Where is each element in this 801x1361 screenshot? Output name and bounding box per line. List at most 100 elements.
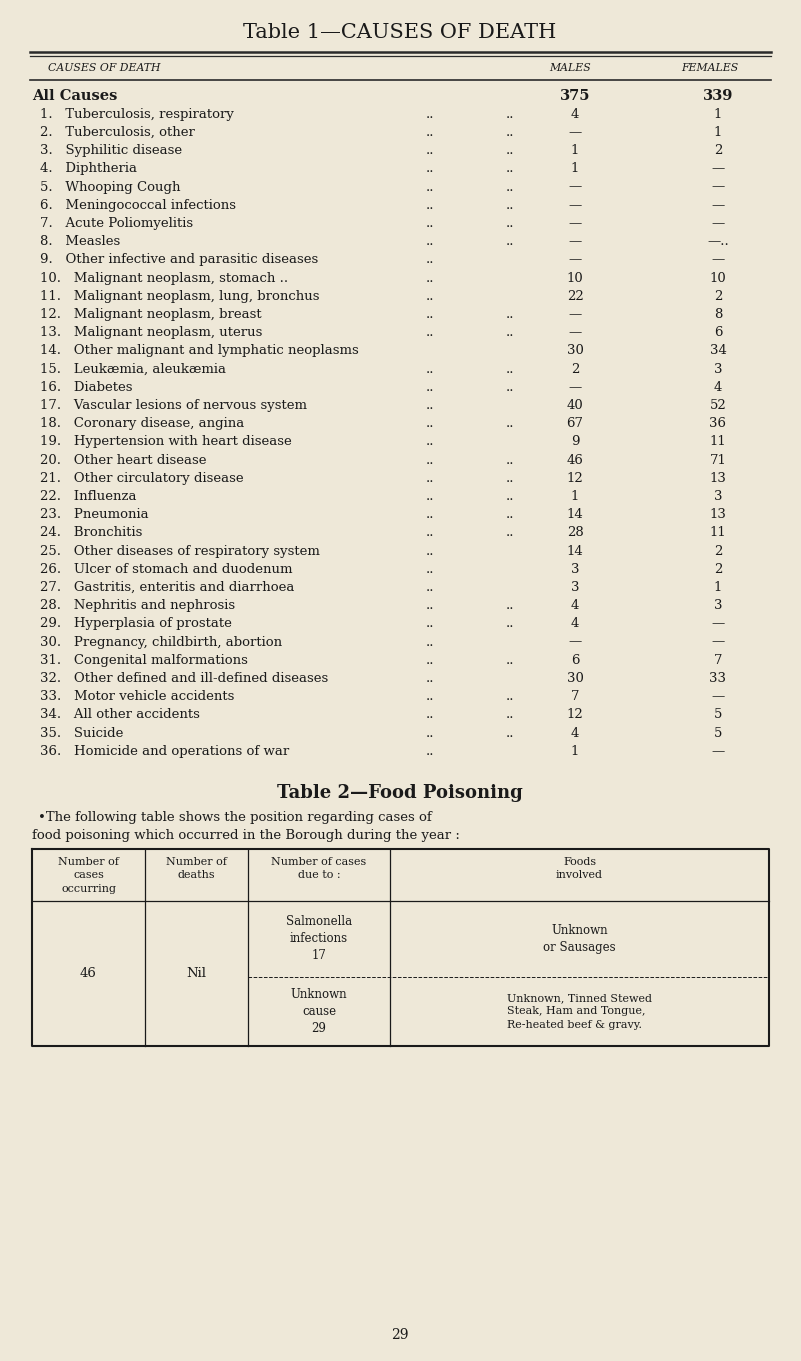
Text: 46: 46 <box>566 453 583 467</box>
Text: ..: .. <box>426 544 434 558</box>
Text: Table 2—Food Poisoning: Table 2—Food Poisoning <box>277 784 523 802</box>
Text: ..: .. <box>426 181 434 193</box>
Text: 30: 30 <box>566 344 583 358</box>
Text: 34: 34 <box>710 344 727 358</box>
Text: 9.   Other infective and parasitic diseases: 9. Other infective and parasitic disease… <box>40 253 318 267</box>
Text: 19.   Hypertension with heart disease: 19. Hypertension with heart disease <box>40 436 292 448</box>
Text: 40: 40 <box>566 399 583 412</box>
Text: 1: 1 <box>571 744 579 758</box>
Text: ..: .. <box>505 108 514 121</box>
Text: 8: 8 <box>714 308 723 321</box>
Text: 11: 11 <box>710 436 727 448</box>
Text: 375: 375 <box>560 88 590 103</box>
Text: ..: .. <box>505 199 514 212</box>
Text: ..: .. <box>426 636 434 648</box>
Text: Unknown
cause
29: Unknown cause 29 <box>291 988 348 1034</box>
Text: 23.   Pneumonia: 23. Pneumonia <box>40 508 149 521</box>
Text: 1: 1 <box>571 490 579 504</box>
Text: ..: .. <box>505 416 514 430</box>
Text: ..: .. <box>426 581 434 593</box>
Text: Unknown
or Sausages: Unknown or Sausages <box>543 924 616 954</box>
Text: —: — <box>711 181 725 193</box>
Text: Number of cases
due to :: Number of cases due to : <box>272 857 367 881</box>
Text: ..: .. <box>426 708 434 721</box>
Text: ..: .. <box>505 308 514 321</box>
Text: —: — <box>569 127 582 139</box>
Text: ..: .. <box>426 327 434 339</box>
Text: 11: 11 <box>710 527 727 539</box>
Text: 36.   Homicide and operations of war: 36. Homicide and operations of war <box>40 744 289 758</box>
Text: 3: 3 <box>714 599 723 612</box>
Text: 10: 10 <box>566 271 583 284</box>
Text: Nil: Nil <box>187 968 207 980</box>
Text: —: — <box>569 381 582 393</box>
Text: 11.   Malignant neoplasm, lung, bronchus: 11. Malignant neoplasm, lung, bronchus <box>40 290 320 302</box>
Text: ..: .. <box>505 727 514 739</box>
Text: ..: .. <box>426 672 434 685</box>
Text: 12: 12 <box>566 708 583 721</box>
Text: 1.   Tuberculosis, respiratory: 1. Tuberculosis, respiratory <box>40 108 234 121</box>
Text: 30.   Pregnancy, childbirth, abortion: 30. Pregnancy, childbirth, abortion <box>40 636 282 648</box>
Text: 4: 4 <box>571 599 579 612</box>
Text: •The following table shows the position regarding cases of: •The following table shows the position … <box>38 811 432 823</box>
Text: 22: 22 <box>566 290 583 302</box>
Text: 12.   Malignant neoplasm, breast: 12. Malignant neoplasm, breast <box>40 308 262 321</box>
Text: 4: 4 <box>571 727 579 739</box>
Text: ..: .. <box>505 527 514 539</box>
Text: Table 1—CAUSES OF DEATH: Table 1—CAUSES OF DEATH <box>244 23 557 41</box>
Text: ..: .. <box>426 162 434 176</box>
Text: —: — <box>711 744 725 758</box>
Text: 26.   Ulcer of stomach and duodenum: 26. Ulcer of stomach and duodenum <box>40 562 292 576</box>
Text: 2: 2 <box>714 544 723 558</box>
Text: ..: .. <box>505 453 514 467</box>
Text: ..: .. <box>505 162 514 176</box>
Text: 36: 36 <box>710 416 727 430</box>
Text: —: — <box>569 235 582 248</box>
Text: 31.   Congenital malformations: 31. Congenital malformations <box>40 653 248 667</box>
Text: 7.   Acute Poliomyelitis: 7. Acute Poliomyelitis <box>40 216 193 230</box>
Text: —: — <box>569 308 582 321</box>
Text: 33.   Motor vehicle accidents: 33. Motor vehicle accidents <box>40 690 235 704</box>
Text: 32.   Other defined and ill-defined diseases: 32. Other defined and ill-defined diseas… <box>40 672 328 685</box>
Text: ..: .. <box>505 327 514 339</box>
Text: 14.   Other malignant and lymphatic neoplasms: 14. Other malignant and lymphatic neopla… <box>40 344 359 358</box>
Text: 29.   Hyperplasia of prostate: 29. Hyperplasia of prostate <box>40 618 231 630</box>
Text: 22.   Influenza: 22. Influenza <box>40 490 136 504</box>
Text: 2: 2 <box>571 362 579 376</box>
Text: Unknown, Tinned Stewed
Steak, Ham and Tongue,
Re-heated beef & gravy.: Unknown, Tinned Stewed Steak, Ham and To… <box>507 994 652 1030</box>
Text: 3.   Syphilitic disease: 3. Syphilitic disease <box>40 144 182 157</box>
Text: 15.   Leukæmia, aleukæmia: 15. Leukæmia, aleukæmia <box>40 362 226 376</box>
Text: —: — <box>569 327 582 339</box>
Text: 29: 29 <box>391 1328 409 1342</box>
Text: food poisoning which occurred in the Borough during the year :: food poisoning which occurred in the Bor… <box>32 829 460 841</box>
Text: 2: 2 <box>714 562 723 576</box>
Text: 21.   Other circulatory disease: 21. Other circulatory disease <box>40 472 244 485</box>
Text: ..: .. <box>426 653 434 667</box>
Text: —: — <box>569 216 582 230</box>
Text: 16.   Diabetes: 16. Diabetes <box>40 381 132 393</box>
Text: ..: .. <box>505 508 514 521</box>
Text: 4.   Diphtheria: 4. Diphtheria <box>40 162 137 176</box>
Text: ..: .. <box>505 144 514 157</box>
Text: 14: 14 <box>566 508 583 521</box>
Text: ..: .. <box>426 490 434 504</box>
Text: 6: 6 <box>714 327 723 339</box>
Text: ..: .. <box>426 108 434 121</box>
Text: 339: 339 <box>702 88 733 103</box>
Text: All Causes: All Causes <box>32 88 118 103</box>
Text: ..: .. <box>426 690 434 704</box>
Text: 24.   Bronchitis: 24. Bronchitis <box>40 527 143 539</box>
Text: 12: 12 <box>566 472 583 485</box>
Text: ..: .. <box>426 527 434 539</box>
Text: 71: 71 <box>710 453 727 467</box>
Text: 1: 1 <box>571 144 579 157</box>
Text: ..: .. <box>505 599 514 612</box>
Text: Number of
deaths: Number of deaths <box>166 857 227 881</box>
Text: ..: .. <box>426 127 434 139</box>
Text: 14: 14 <box>566 544 583 558</box>
Text: 2: 2 <box>714 144 723 157</box>
Text: ..: .. <box>505 127 514 139</box>
Text: 6.   Meningococcal infections: 6. Meningococcal infections <box>40 199 236 212</box>
Text: 2: 2 <box>714 290 723 302</box>
Text: ..: .. <box>505 181 514 193</box>
